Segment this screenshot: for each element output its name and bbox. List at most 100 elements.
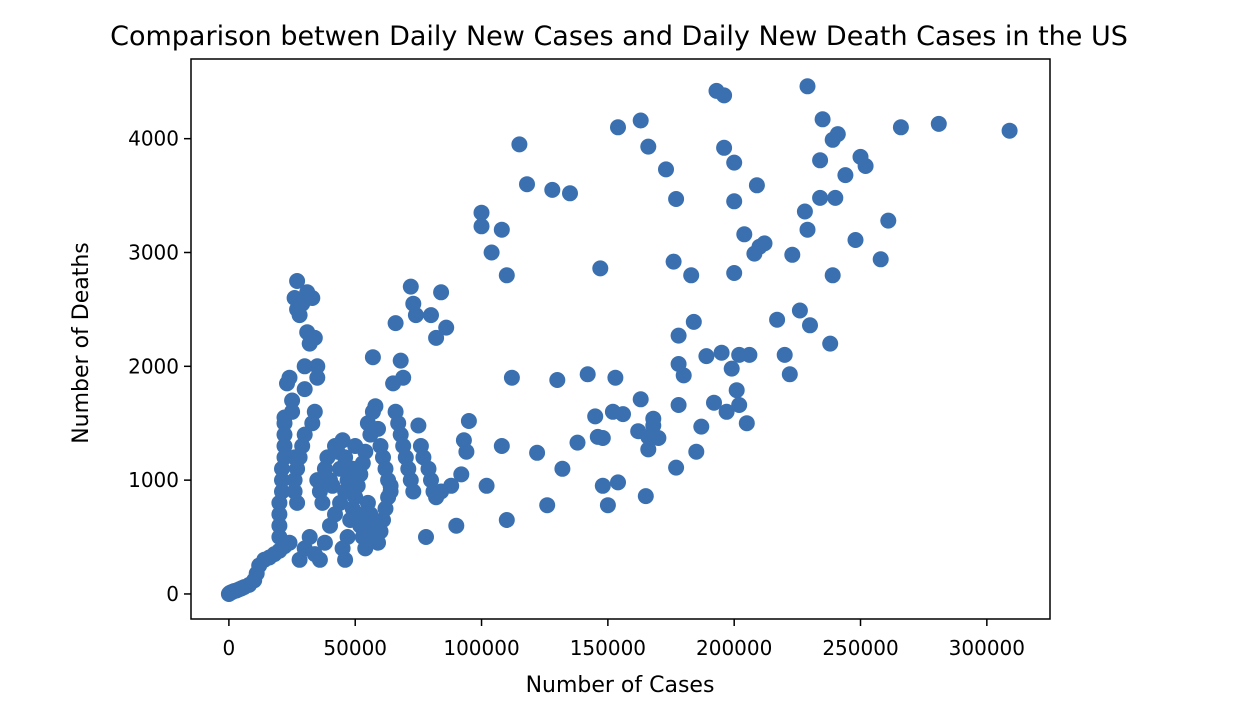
data-point [511,136,528,153]
data-point [827,189,844,206]
y-tick-label: 3000 [128,240,179,264]
data-point [784,246,801,263]
data-point [796,203,813,220]
data-point [276,426,293,443]
data-point [529,444,546,461]
data-point [289,494,306,511]
data-point [370,420,386,437]
data-point [668,459,685,476]
data-point [713,344,730,361]
data-point [756,235,773,252]
data-point [837,167,854,184]
x-tick-label: 250000 [822,636,898,660]
data-point [688,443,705,460]
data-point [892,119,909,136]
data-point [693,418,710,435]
data-point [718,403,735,420]
data-point [658,161,674,178]
data-point [284,403,301,420]
data-point [274,483,290,500]
data-point [549,372,566,388]
data-point [289,460,306,477]
data-point [301,529,318,545]
y-tick-label: 0 [166,582,179,606]
data-point [337,551,354,568]
data-point [594,430,611,446]
data-point [334,432,351,449]
points-layer [220,78,1018,602]
data-point [640,441,657,458]
data-point [402,278,419,295]
data-point [364,349,381,366]
data-point [314,494,331,511]
data-point [539,497,556,514]
data-point [802,317,818,334]
data-point [276,438,293,454]
data-point [311,551,328,568]
data-point [498,512,515,528]
data-point [670,327,687,344]
data-point [367,398,384,415]
data-point [716,87,733,104]
data-point [645,417,662,434]
data-point [637,488,654,505]
data-point [281,369,298,386]
data-point [428,329,445,346]
y-axis-label: Number of Deaths [69,242,94,444]
x-axis-ticks: 0 50000 100000 150000 200000 250000 300000 [223,619,1025,660]
y-tick-label: 2000 [128,354,179,378]
data-point [316,534,333,551]
data-point [554,460,571,477]
x-tick-label: 100000 [443,636,519,660]
data-point [339,529,356,545]
data-point [592,260,609,277]
data-point [799,221,816,238]
data-point [872,251,889,268]
data-point [274,472,290,489]
data-point [289,273,306,289]
data-point [478,477,495,494]
data-point [498,267,515,284]
data-point [382,477,399,494]
data-point [324,477,341,494]
data-point [309,358,326,375]
data-point [271,506,288,523]
data-point [706,394,722,411]
data-point [423,307,439,324]
data-point [716,139,733,156]
data-point [438,319,455,336]
data-point [728,382,745,399]
data-point [683,267,700,284]
data-point [392,352,409,369]
chart-title: Comparison betwen Daily New Cases and Da… [110,21,1128,52]
x-tick-label: 0 [223,636,236,660]
data-point [544,181,561,198]
data-point [812,152,829,169]
data-point [723,360,740,377]
data-point [304,415,321,432]
data-point [726,154,743,171]
data-point [632,112,649,129]
data-point [433,284,450,301]
data-point [781,366,798,383]
data-point [610,474,626,491]
data-point [483,244,500,261]
y-axis-ticks: 0 1000 2000 3000 4000 [128,127,191,606]
data-point [562,185,578,202]
data-point [284,392,301,409]
data-point [615,406,631,423]
data-point [405,483,422,500]
data-point [306,329,323,346]
data-point [579,366,596,383]
data-point [473,218,490,235]
data-point [640,138,657,155]
data-point [738,415,755,432]
data-point [607,369,624,386]
data-point [668,191,685,207]
data-point [599,497,616,514]
data-point [776,346,793,363]
data-point [410,417,427,434]
data-point [594,477,611,494]
data-point [731,397,748,413]
